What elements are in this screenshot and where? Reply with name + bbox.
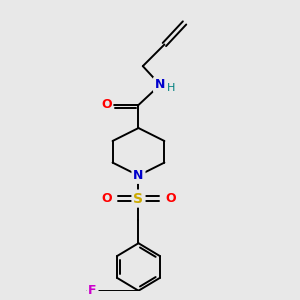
Text: N: N bbox=[155, 78, 165, 91]
Text: N: N bbox=[133, 169, 144, 182]
Text: O: O bbox=[101, 98, 112, 112]
Text: S: S bbox=[134, 192, 143, 206]
Text: H: H bbox=[167, 83, 175, 93]
Text: F: F bbox=[88, 284, 97, 297]
Text: O: O bbox=[101, 192, 112, 205]
Text: O: O bbox=[165, 192, 176, 205]
